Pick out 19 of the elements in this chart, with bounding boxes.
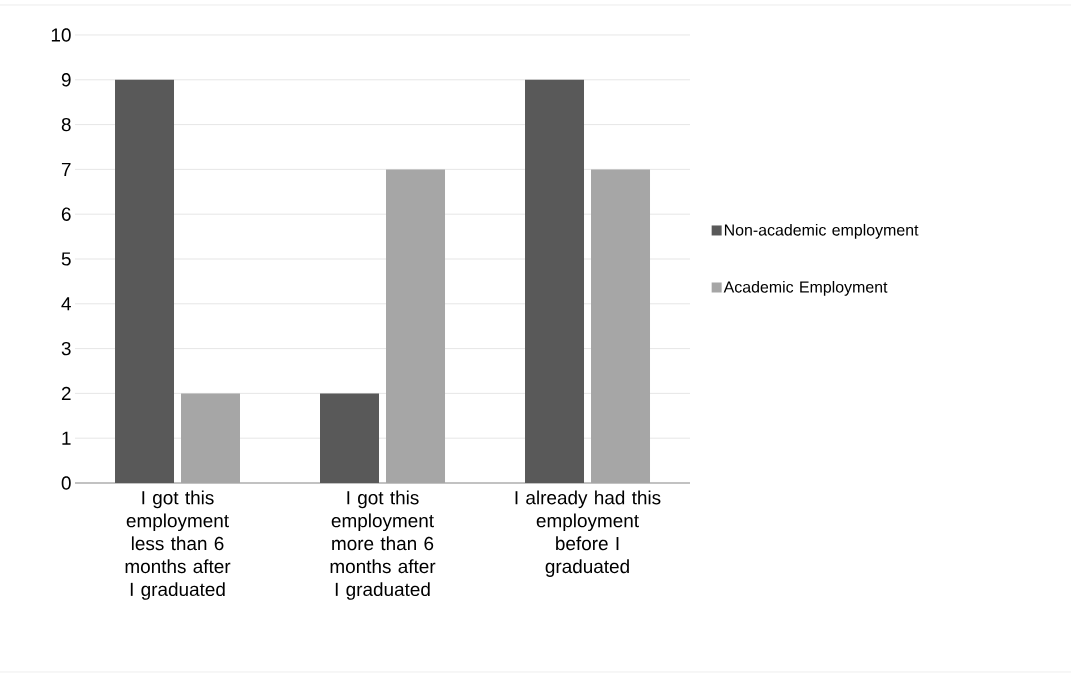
legend-label: Academic Employment <box>723 280 888 296</box>
y-tick-label: 10 <box>51 28 71 42</box>
x-tick-label: I got this employment less than 6 months after I graduated <box>125 490 231 600</box>
y-tick-label: 9 <box>61 73 71 87</box>
y-tick-label: 6 <box>61 207 71 221</box>
x-tick-label: I already had this employment before I graduated <box>515 490 661 577</box>
legend-label: Non-academic employment <box>724 223 919 239</box>
y-tick-label: 7 <box>61 162 71 176</box>
y-tick-label: 0 <box>61 476 71 490</box>
bar <box>525 79 585 483</box>
y-tick-label: 4 <box>61 297 71 311</box>
y-tick-label: 5 <box>61 252 71 266</box>
bar <box>115 79 175 483</box>
y-tick-label: 1 <box>62 431 71 445</box>
y-tick-label: 3 <box>61 341 71 356</box>
bar <box>320 393 380 483</box>
x-tick-label: I got this employment more than 6 months after I graduated <box>330 490 436 600</box>
y-tick-label: 2 <box>61 386 71 400</box>
y-tick-label: 8 <box>61 117 71 132</box>
